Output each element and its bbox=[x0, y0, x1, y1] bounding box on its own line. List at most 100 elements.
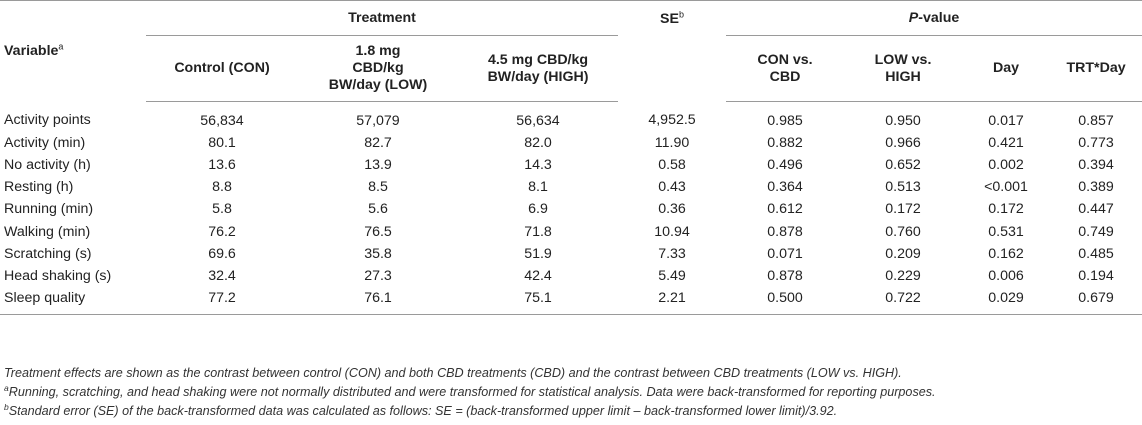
cell-low-vs-high: 0.229 bbox=[885, 267, 921, 284]
cell-se: 11.90 bbox=[654, 134, 690, 151]
cell-low-vs-high: 0.652 bbox=[885, 156, 921, 173]
cell-low: 35.8 bbox=[364, 245, 392, 262]
cell-trt-day: 0.857 bbox=[1078, 112, 1114, 129]
cell-low-vs-high: 0.760 bbox=[885, 223, 921, 240]
se-header-footnote-marker: b bbox=[678, 9, 684, 20]
cell-con-vs-cbd: 0.882 bbox=[767, 134, 803, 151]
cell-low-vs-high: 0.513 bbox=[885, 179, 921, 196]
column-header-low-vs-high: LOW vs. HIGH bbox=[844, 35, 963, 102]
column-header-con-vs-cbd: CON vs. CBD bbox=[726, 35, 845, 102]
se-header-label: SE bbox=[660, 11, 679, 27]
cell-se: 4,952.5 bbox=[648, 112, 696, 129]
table-row: Walking (min) 76.2 76.5 71.8 10.94 0.878… bbox=[0, 221, 1142, 243]
table-row: No activity (h) 13.6 13.9 14.3 0.58 0.49… bbox=[0, 154, 1142, 176]
table-row: Head shaking (s) 32.4 27.3 42.4 5.49 0.8… bbox=[0, 265, 1142, 287]
cell-control: 5.8 bbox=[212, 201, 232, 218]
cell-high: 14.3 bbox=[524, 156, 552, 173]
cell-con-vs-cbd: 0.612 bbox=[767, 201, 803, 218]
cell-low: 76.5 bbox=[364, 223, 392, 240]
cell-con-vs-cbd: 0.878 bbox=[767, 223, 803, 240]
footnote-b: bStandard error (SE) of the back-transfo… bbox=[4, 402, 1134, 421]
cell-low: 27.3 bbox=[364, 267, 392, 284]
column-header-day: Day bbox=[962, 35, 1051, 102]
cell-high: 8.1 bbox=[528, 179, 548, 196]
table-body: Activity points 56,834 57,079 56,634 4,9… bbox=[0, 102, 1142, 315]
cell-high: 51.9 bbox=[524, 245, 552, 262]
results-table-container: Variablea Treatment SEb P-value Control … bbox=[0, 0, 1142, 315]
cell-day: 0.531 bbox=[988, 223, 1024, 240]
footnote-a: aRunning, scratching, and head shaking w… bbox=[4, 383, 1134, 402]
column-header-control: Control (CON) bbox=[146, 35, 298, 102]
table-row: Sleep quality 77.2 76.1 75.1 2.21 0.500 … bbox=[0, 287, 1142, 315]
header-row-groups: Variablea Treatment SEb P-value bbox=[0, 0, 1142, 59]
variable-header-footnote-marker: a bbox=[58, 41, 64, 52]
cell-day: 0.017 bbox=[988, 112, 1024, 129]
cell-control: 32.4 bbox=[208, 267, 236, 284]
row-variable: No activity (h) bbox=[4, 156, 91, 173]
cell-day: 0.002 bbox=[988, 156, 1024, 173]
footnote-main: Treatment effects are shown as the contr… bbox=[4, 366, 902, 380]
cell-day: 0.421 bbox=[988, 134, 1024, 151]
cell-high: 82.0 bbox=[524, 134, 552, 151]
pvalue-header-italic: P bbox=[908, 9, 919, 26]
cell-trt-day: 0.773 bbox=[1078, 134, 1114, 151]
column-header-trt-day: TRT*Day bbox=[1050, 35, 1142, 102]
cell-con-vs-cbd: 0.878 bbox=[767, 267, 803, 284]
cell-con-vs-cbd: 0.496 bbox=[767, 156, 803, 173]
pvalue-group-header: P-value bbox=[726, 0, 1142, 36]
cell-trt-day: 0.679 bbox=[1050, 287, 1142, 315]
cell-control: 69.6 bbox=[208, 245, 236, 262]
column-header-low: 1.8 mg CBD/kg BW/day (LOW) bbox=[298, 35, 458, 102]
row-variable: Resting (h) bbox=[4, 179, 74, 196]
table-row: Resting (h) 8.8 8.5 8.1 0.43 0.364 0.513… bbox=[0, 177, 1142, 199]
row-variable: Head shaking (s) bbox=[4, 267, 112, 284]
cell-day: 0.006 bbox=[988, 267, 1024, 284]
footnote-b-text: Standard error (SE) of the back-transfor… bbox=[8, 404, 838, 418]
cell-low: 13.9 bbox=[364, 156, 392, 173]
se-column-header: SEb bbox=[618, 1, 726, 102]
treatment-group-header: Treatment bbox=[146, 0, 619, 36]
cell-low: 57,079 bbox=[356, 112, 400, 129]
row-variable: Walking (min) bbox=[4, 223, 91, 240]
cell-high: 56,634 bbox=[516, 112, 560, 129]
cell-low: 76.1 bbox=[298, 287, 458, 315]
cell-low: 5.6 bbox=[368, 201, 388, 218]
table-row: Scratching (s) 69.6 35.8 51.9 7.33 0.071… bbox=[0, 243, 1142, 265]
column-header-high: 4.5 mg CBD/kg BW/day (HIGH) bbox=[458, 35, 619, 102]
cell-se: 10.94 bbox=[654, 223, 690, 240]
variable-column-header: Variablea bbox=[0, 1, 146, 102]
row-variable: Activity points bbox=[4, 112, 91, 129]
variable-header-label: Variable bbox=[4, 42, 59, 59]
results-table: Variablea Treatment SEb P-value Control … bbox=[0, 0, 1142, 315]
row-variable: Scratching (s) bbox=[4, 245, 92, 262]
cell-trt-day: 0.749 bbox=[1078, 223, 1114, 240]
table-header: Variablea Treatment SEb P-value Control … bbox=[0, 0, 1142, 102]
cell-high: 42.4 bbox=[524, 267, 552, 284]
cell-con-vs-cbd: 0.071 bbox=[767, 245, 803, 262]
cell-low: 82.7 bbox=[364, 134, 392, 151]
cell-low: 8.5 bbox=[368, 179, 388, 196]
cell-control: 13.6 bbox=[208, 156, 236, 173]
cell-se: 0.43 bbox=[658, 179, 686, 196]
cell-day: 0.172 bbox=[988, 201, 1024, 218]
cell-low-vs-high: 0.966 bbox=[885, 134, 921, 151]
cell-control: 8.8 bbox=[212, 179, 232, 196]
cell-low-vs-high: 0.722 bbox=[844, 287, 963, 315]
cell-se: 7.33 bbox=[658, 245, 686, 262]
cell-trt-day: 0.194 bbox=[1078, 267, 1114, 284]
row-variable: Running (min) bbox=[4, 201, 94, 218]
row-variable: Activity (min) bbox=[4, 134, 86, 151]
cell-high: 6.9 bbox=[528, 201, 548, 218]
table-row: Activity points 56,834 57,079 56,634 4,9… bbox=[0, 102, 1142, 133]
cell-con-vs-cbd: 0.985 bbox=[767, 112, 803, 129]
footnote-a-marker: a bbox=[4, 382, 9, 393]
row-variable: Sleep quality bbox=[0, 287, 146, 315]
footnote-b-marker: b bbox=[4, 401, 9, 412]
cell-day: 0.029 bbox=[962, 287, 1051, 315]
cell-se: 0.36 bbox=[658, 201, 686, 218]
cell-trt-day: 0.485 bbox=[1078, 245, 1114, 262]
cell-control: 76.2 bbox=[208, 223, 236, 240]
table-row: Activity (min) 80.1 82.7 82.0 11.90 0.88… bbox=[0, 132, 1142, 154]
header-row-columns: Control (CON) 1.8 mg CBD/kg BW/day (LOW)… bbox=[0, 35, 1142, 102]
cell-high: 71.8 bbox=[524, 223, 552, 240]
